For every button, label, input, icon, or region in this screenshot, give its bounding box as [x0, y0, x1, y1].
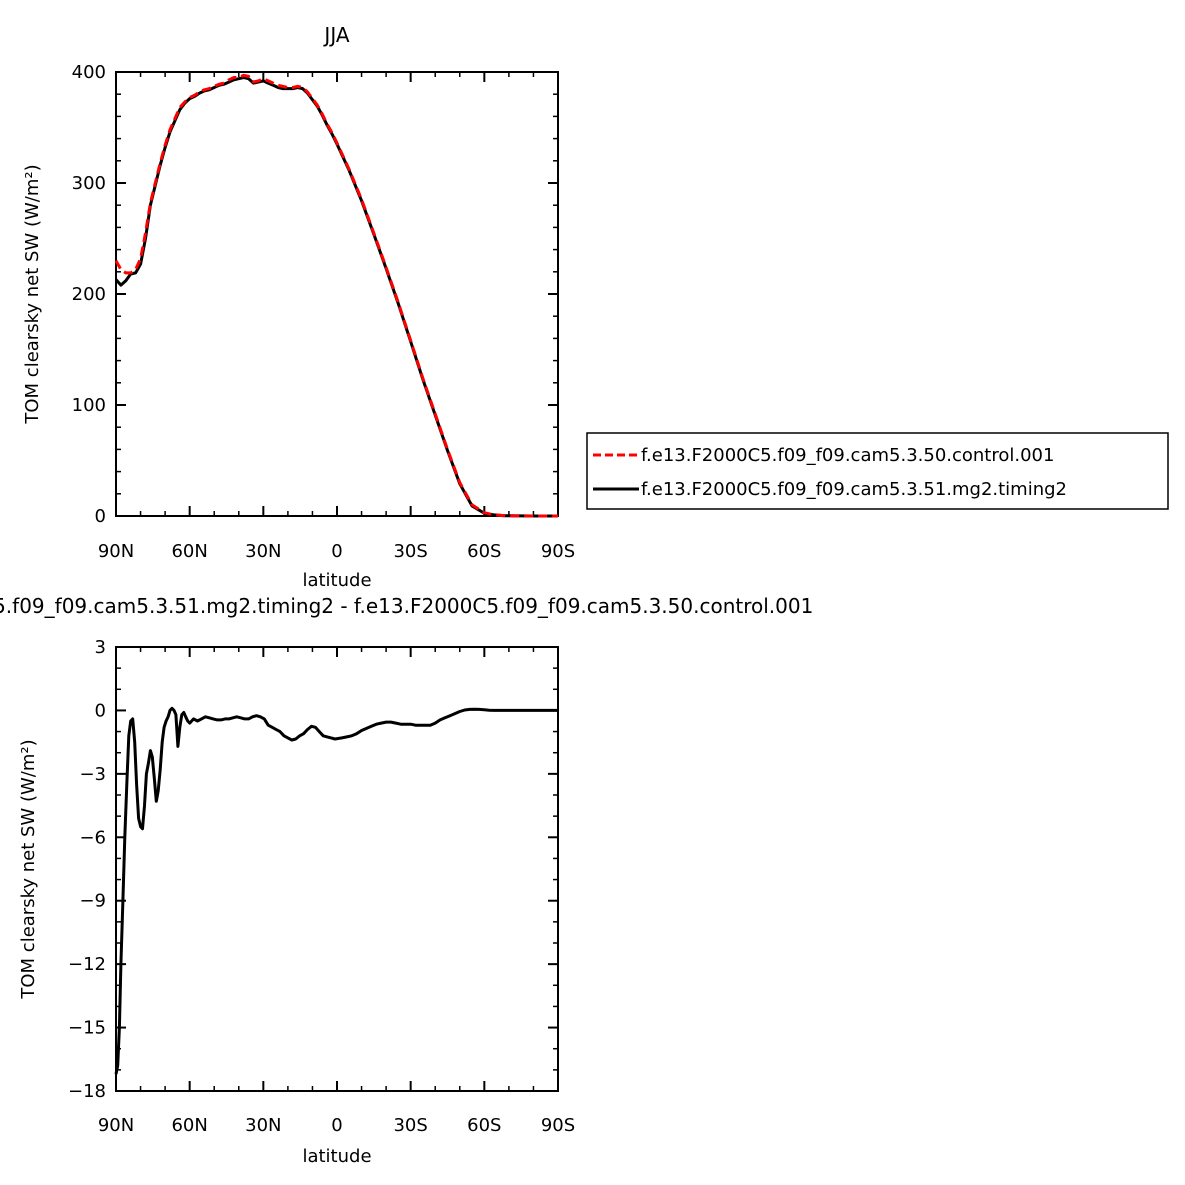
- legend-box: [586, 432, 1169, 510]
- y-axis-title-0: TOM clearsky net SW (W/m²): [22, 164, 43, 424]
- y-tick-label-1: −9: [79, 891, 106, 912]
- y-tick-label-1: 3: [95, 637, 106, 658]
- x-tick-label-0: 30N: [245, 541, 281, 562]
- y-tick-label-0: 0: [95, 506, 106, 527]
- x-tick-label-0: 60N: [171, 541, 207, 562]
- x-tick-label-1: 60S: [467, 1115, 501, 1136]
- x-tick-label-0: 90N: [98, 541, 134, 562]
- x-tick-label-1: 30S: [393, 1115, 427, 1136]
- legend-label-0: f.e13.F2000C5.f09_f09.cam5.3.50.control.…: [641, 445, 1054, 466]
- y-tick-label-1: −12: [68, 954, 106, 975]
- y-tick-label-1: 0: [95, 700, 106, 721]
- y-tick-label-0: 400: [72, 62, 106, 83]
- x-tick-label-0: 30S: [393, 541, 427, 562]
- x-tick-label-1: 90N: [98, 1115, 134, 1136]
- y-tick-label-0: 300: [72, 173, 106, 194]
- y-tick-label-0: 100: [72, 395, 106, 416]
- x-axis-title-1: latitude: [302, 1146, 371, 1167]
- x-tick-label-1: 90S: [541, 1115, 575, 1136]
- plot-frame-0: [115, 71, 559, 517]
- y-tick-label-1: −18: [68, 1081, 106, 1102]
- y-tick-label-1: −6: [79, 827, 106, 848]
- x-tick-label-1: 0: [331, 1115, 342, 1136]
- x-tick-label-1: 60N: [171, 1115, 207, 1136]
- series-line-1-0: [114, 706, 558, 1075]
- y-tick-label-1: −3: [79, 764, 106, 785]
- series-line-0-0: [114, 73, 558, 518]
- y-tick-label-0: 200: [72, 284, 106, 305]
- y-tick-label-1: −15: [68, 1018, 106, 1039]
- x-axis-title-0: latitude: [302, 570, 371, 591]
- legend-label-1: f.e13.F2000C5.f09_f09.cam5.3.51.mg2.timi…: [641, 479, 1067, 500]
- chart-title-0: JJA: [322, 23, 349, 47]
- x-tick-label-1: 30N: [245, 1115, 281, 1136]
- chart-title-1: f.e13.F2000C5.f09_f09.cam5.3.51.mg2.timi…: [0, 594, 813, 618]
- y-axis-title-1: TOM clearsky net SW (W/m²): [18, 739, 39, 999]
- x-tick-label-0: 0: [331, 541, 342, 562]
- x-tick-label-0: 60S: [467, 541, 501, 562]
- x-tick-label-0: 90S: [541, 541, 575, 562]
